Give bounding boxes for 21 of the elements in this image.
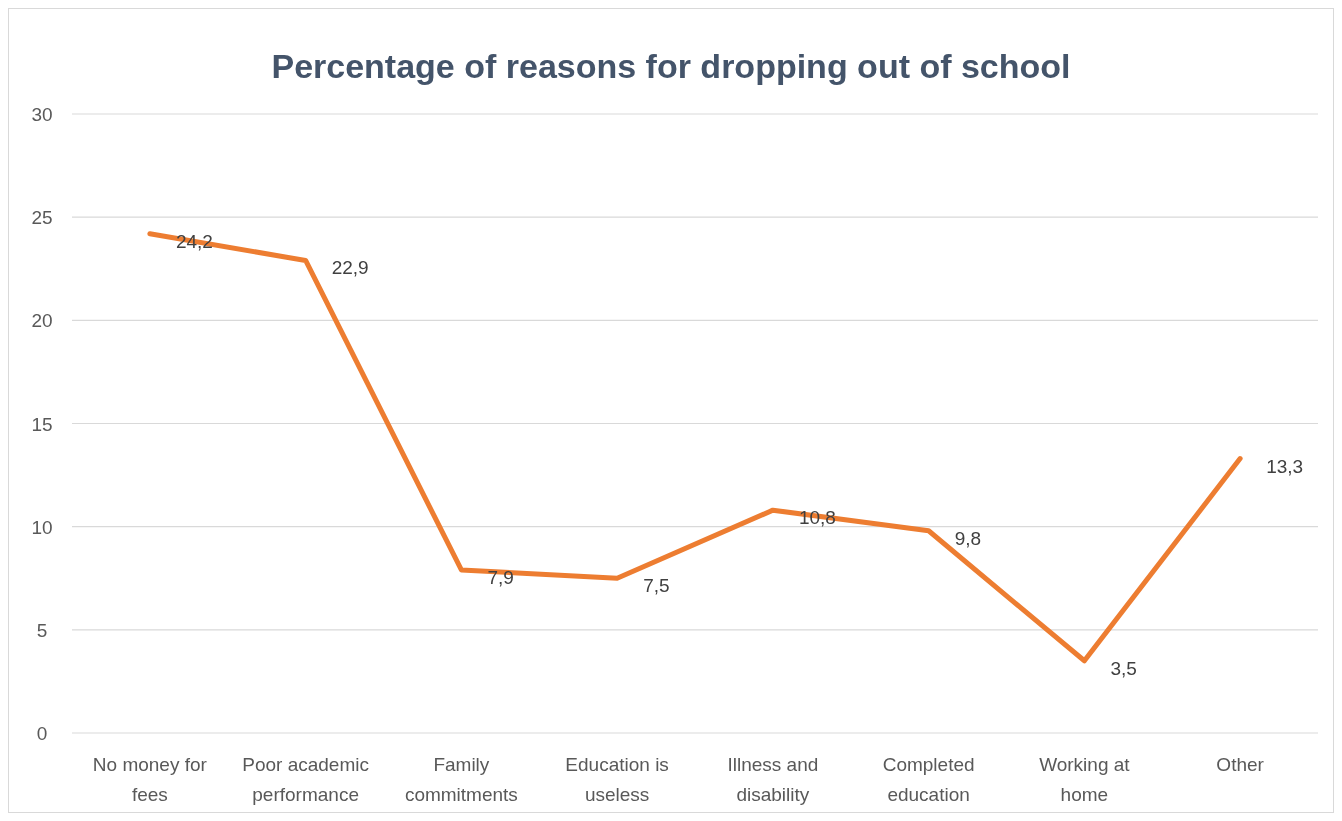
x-tick-label: Illness and disability: [727, 754, 819, 805]
x-tick-label: Poor academic performance: [242, 754, 369, 805]
x-tick-label: Education is useless: [565, 754, 669, 805]
x-tick-label: Other: [1216, 754, 1265, 775]
y-tick-label: 5: [36, 619, 48, 641]
y-tick-label: 0: [36, 723, 48, 744]
data-label: 3,5: [1110, 657, 1137, 679]
data-label: 9,8: [954, 527, 982, 549]
y-tick-label: 10: [31, 516, 53, 538]
x-tick-label: Working at home: [1039, 754, 1131, 805]
y-tick-label: 20: [31, 310, 53, 332]
x-tick-label: No money for fees: [92, 754, 208, 805]
chart-title: Percentage of reasons for dropping out of school: [271, 47, 1071, 85]
data-label: 22,9: [331, 257, 369, 279]
y-tick-label: 15: [31, 413, 53, 435]
data-label: 13,3: [1266, 455, 1304, 477]
y-tick-label: 25: [31, 207, 53, 229]
data-label: 7,5: [643, 575, 670, 597]
x-tick-label: Family commitments: [404, 754, 518, 805]
x-tick-label: Completed education: [882, 754, 975, 805]
y-tick-label: 30: [31, 104, 53, 125]
